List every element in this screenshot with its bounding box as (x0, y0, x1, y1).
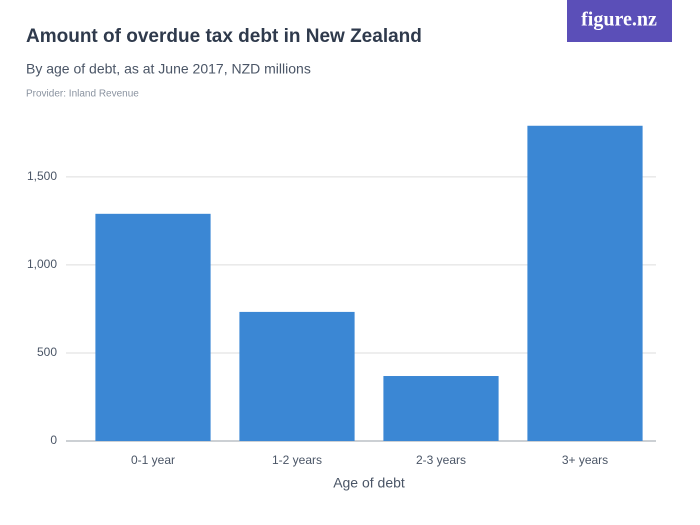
y-tick-label: 0 (50, 433, 57, 447)
chart-title: Amount of overdue tax debt in New Zealan… (26, 26, 422, 47)
chart-subtitle: By age of debt, as at June 2017, NZD mil… (26, 61, 311, 77)
bar (527, 125, 643, 441)
y-tick-label: 1,500 (27, 169, 57, 183)
x-tick-label: 2-3 years (416, 453, 466, 467)
logo[interactable]: figure.nz (581, 9, 657, 31)
bar (239, 311, 355, 441)
provider: Provider: Inland Revenue (26, 89, 139, 100)
x-tick-label: 0-1 year (131, 453, 175, 467)
y-tick-label: 500 (37, 345, 57, 359)
bar (383, 376, 499, 441)
logo-box (567, 0, 672, 42)
x-tick-label: 3+ years (562, 453, 608, 467)
x-tick-label: 1-2 years (272, 453, 322, 467)
x-axis-label: Age of debt (333, 475, 405, 491)
bar (95, 213, 211, 441)
y-tick-label: 1,000 (27, 257, 57, 271)
